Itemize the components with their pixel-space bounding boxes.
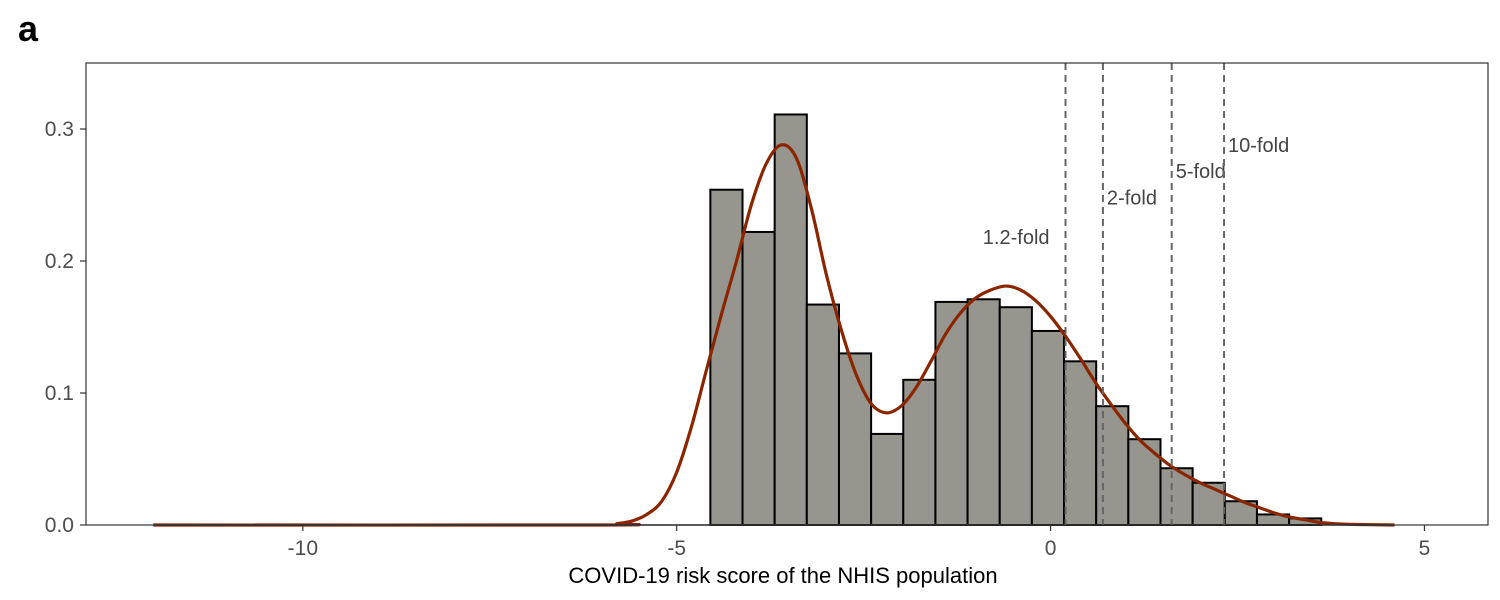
y-axis: 0.0 0.1 0.2 0.3	[45, 118, 86, 537]
y-tick-label: 0.2	[45, 250, 74, 273]
histogram-bar	[934, 300, 969, 527]
histogram-bar	[709, 188, 744, 526]
threshold-label: 5-fold	[1176, 161, 1226, 183]
x-tick-label: 0	[1045, 537, 1057, 560]
histogram-bar	[1095, 405, 1130, 527]
x-tick-label: -5	[667, 537, 686, 560]
threshold-label: 1.2-fold	[983, 227, 1050, 249]
threshold-label: 10-fold	[1228, 135, 1289, 157]
histogram-bar	[902, 378, 937, 526]
histogram-bar	[805, 303, 840, 526]
histogram-bar	[998, 306, 1033, 527]
density-curve	[153, 143, 1395, 527]
histogram-bar	[1191, 481, 1226, 527]
histogram-bar	[741, 230, 776, 527]
histogram-bar	[1030, 329, 1066, 526]
x-tick-label: 5	[1419, 537, 1431, 560]
plot-frame	[85, 62, 1489, 526]
histogram-bar	[870, 432, 905, 527]
histogram-bar	[837, 352, 873, 526]
threshold-label: 2-fold	[1107, 188, 1157, 210]
x-axis-title: COVID-19 risk score of the NHIS populati…	[568, 563, 997, 588]
x-axis: -10 -5 0 5	[288, 525, 1431, 560]
y-tick-label: 0.0	[45, 514, 74, 537]
y-tick-label: 0.3	[45, 118, 74, 141]
x-tick-label: -10	[288, 537, 318, 560]
y-tick-label: 0.1	[45, 382, 74, 405]
histogram-bar	[1063, 360, 1098, 526]
panel-label: a	[18, 8, 39, 49]
histogram-bar	[966, 298, 1001, 526]
